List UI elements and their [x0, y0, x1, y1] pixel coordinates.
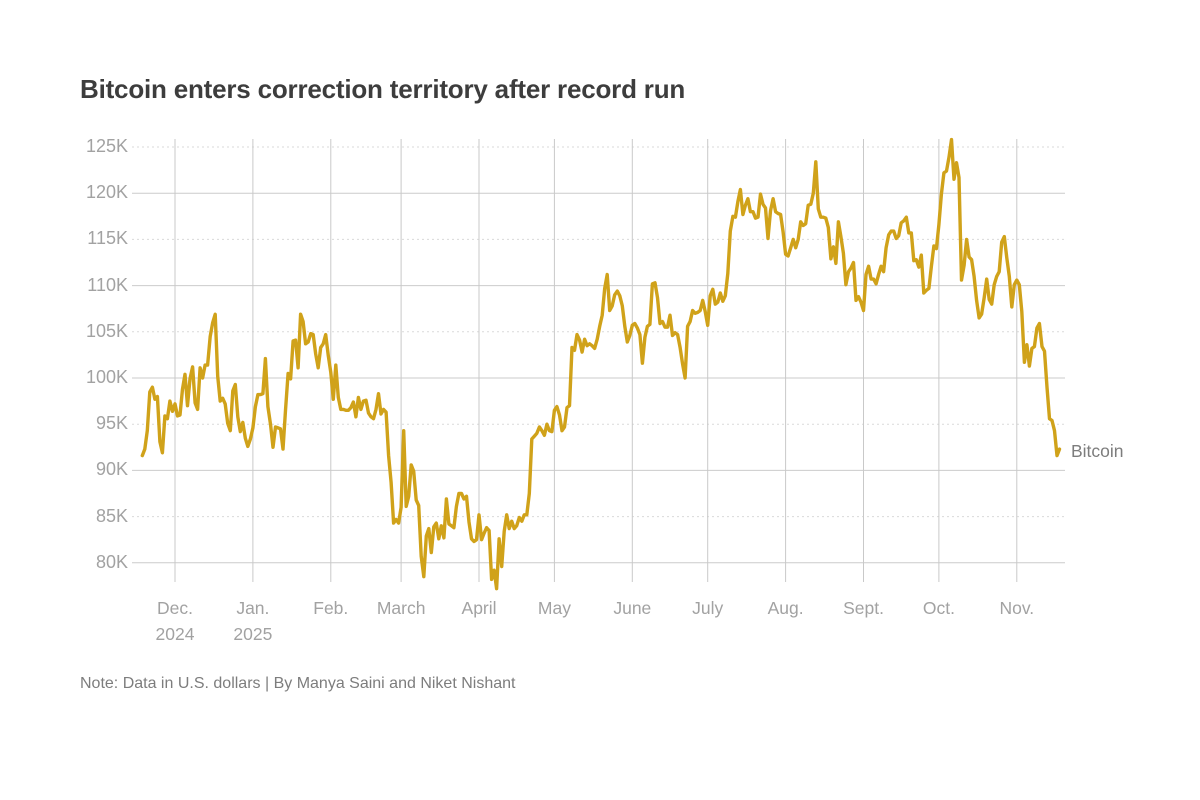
x-tick-label: June	[613, 598, 652, 618]
x-tick-label: July	[692, 598, 724, 618]
x-tick: March	[353, 595, 449, 621]
page-title: Bitcoin enters correction territory afte…	[80, 74, 686, 104]
x-tick: Oct.	[891, 595, 987, 621]
x-tick-label: Aug.	[767, 598, 804, 618]
vertical-gridlines	[174, 139, 1018, 582]
x-tick-label: May	[537, 598, 571, 618]
y-tick-label: 125K	[85, 136, 128, 156]
x-tick-label: Feb.	[313, 598, 349, 618]
y-tick-label: 115K	[87, 228, 128, 249]
y-tick-label: 100K	[85, 367, 128, 387]
x-tick-sublabel: 2025	[233, 624, 273, 644]
y-tick-label: 120K	[85, 182, 128, 203]
y-tick-label: 90K	[95, 459, 128, 480]
x-tick-label: Dec.	[156, 598, 193, 618]
y-tick-label: 95K	[95, 413, 128, 434]
x-tick: Nov.	[969, 595, 1065, 621]
x-tick: Dec. 2024	[127, 595, 223, 647]
x-tick-label: April	[461, 598, 497, 618]
source-note: Note: Data in U.S. dollars | By Manya Sa…	[80, 675, 516, 692]
y-tick-label: 105K	[85, 320, 128, 341]
series-label: Bitcoin	[1071, 441, 1124, 461]
y-tick-label: 85K	[95, 505, 128, 526]
x-tick-sublabel: 2024	[155, 624, 195, 644]
x-tick-label: Nov.	[999, 598, 1035, 618]
x-tick: Aug.	[738, 595, 834, 621]
x-tick: Feb.	[283, 595, 379, 621]
x-tick: Sept.	[816, 595, 912, 621]
x-tick-label: Jan.	[236, 598, 270, 618]
x-tick: July	[660, 595, 756, 621]
y-tick-label: 110K	[87, 274, 128, 295]
x-tick: May	[506, 595, 602, 621]
x-tick-label: Sept.	[843, 598, 884, 618]
x-tick-label: Oct.	[922, 598, 955, 618]
x-tick-label: March	[376, 598, 426, 618]
x-tick: Jan. 2025	[205, 595, 301, 647]
y-tick-label: 80K	[95, 551, 128, 572]
horizontal-gridlines	[132, 146, 1065, 564]
x-tick: June	[584, 595, 680, 621]
x-tick: April	[431, 595, 527, 621]
bitcoin-price-line	[140, 137, 1062, 591]
